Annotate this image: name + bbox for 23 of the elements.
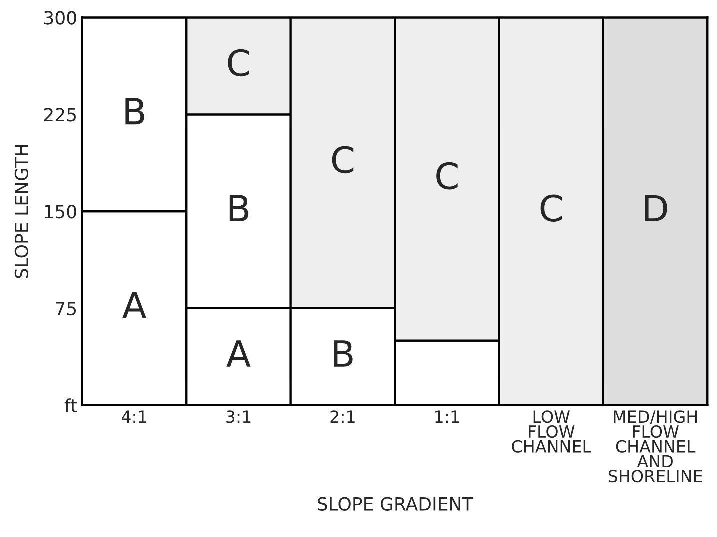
x-tick-label: 4:1 bbox=[122, 410, 146, 423]
data-label: B bbox=[230, 195, 249, 222]
data-label: A bbox=[226, 340, 251, 367]
x-tick-label: 1:1 bbox=[436, 410, 460, 423]
x-tick-label: LOW FLOW CHANNEL bbox=[512, 410, 592, 453]
x-axis-title: SLOPE GRADIENT bbox=[318, 497, 474, 511]
x-tick-label: 3:1 bbox=[226, 410, 251, 424]
data-label: C bbox=[540, 194, 562, 222]
x-tick-label: MED/HIGH FLOW CHANNEL AND SHORELINE bbox=[608, 410, 702, 483]
y-axis-title: SLOPE LENGTH bbox=[14, 145, 29, 278]
y-tick-label: 225 bbox=[44, 108, 76, 122]
data-label: B bbox=[126, 98, 144, 125]
data-label: C bbox=[436, 162, 458, 190]
y-tick-label: 75 bbox=[56, 302, 76, 316]
data-label: C bbox=[332, 146, 354, 174]
data-label: D bbox=[645, 195, 668, 222]
data-label: C bbox=[228, 49, 250, 77]
y-tick-label: 150 bbox=[45, 205, 76, 219]
data-label: B bbox=[334, 340, 353, 367]
y-tick-label: ft bbox=[64, 398, 78, 412]
y-tick-label: 300 bbox=[44, 11, 76, 25]
data-label: A bbox=[122, 292, 147, 318]
x-tick-label: 2:1 bbox=[330, 410, 355, 423]
